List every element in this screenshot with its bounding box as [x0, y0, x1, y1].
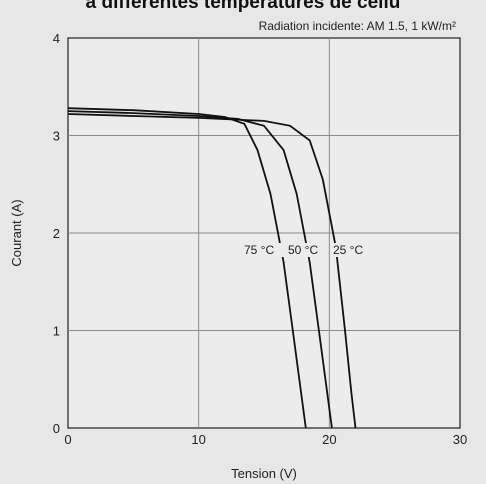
- y-tick-label: 0: [53, 421, 60, 436]
- series-label: 50 °C: [288, 243, 318, 257]
- series-label: 75 °C: [244, 243, 274, 257]
- x-tick-label: 20: [322, 432, 336, 447]
- series-label-bg: [242, 243, 284, 257]
- series-line: [67, 113, 357, 429]
- series-label-bg: [331, 243, 373, 257]
- y-tick-label: 1: [53, 324, 60, 339]
- series-labels: 75 °C 50 °C 25 °C: [242, 243, 373, 257]
- series-line: [67, 110, 333, 429]
- x-tick-label: 0: [64, 432, 71, 447]
- series-line: [67, 107, 307, 429]
- series-label: 25 °C: [333, 243, 363, 257]
- grid: [68, 38, 460, 428]
- page-title-fragment: à différentes températures de cellu: [85, 0, 401, 13]
- tick-labels: 0 10 20 30 0 1 2 3 4: [53, 31, 467, 447]
- x-axis-label: Tension (V): [231, 466, 297, 481]
- x-tick-label: 10: [191, 432, 205, 447]
- y-tick-label: 4: [53, 31, 60, 46]
- y-tick-label: 3: [53, 129, 60, 144]
- curves: [67, 107, 357, 429]
- x-tick-label: 30: [453, 432, 467, 447]
- y-axis-label: Courant (A): [9, 199, 24, 266]
- y-tick-label: 2: [53, 226, 60, 241]
- chart-annotation: Radiation incidente: AM 1.5, 1 kW/m²: [259, 19, 456, 33]
- series-label-bg: [286, 243, 328, 257]
